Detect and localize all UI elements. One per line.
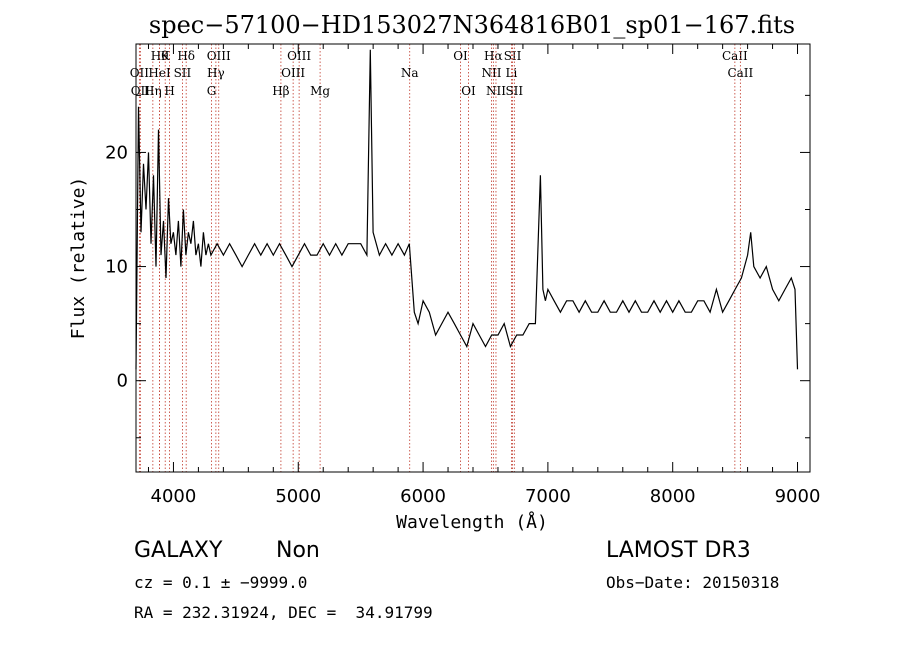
line-marker-label: Hδ xyxy=(177,49,195,63)
line-marker-label: OII xyxy=(130,66,150,80)
line-marker-label: H xyxy=(164,84,174,98)
line-marker-label: SII xyxy=(505,84,523,98)
obs-date-text: Obs−Date: 20150318 xyxy=(606,573,780,592)
object-class: GALAXY xyxy=(134,538,223,563)
x-tick-label: 5000 xyxy=(275,486,321,507)
x-tick-label: 7000 xyxy=(525,486,571,507)
line-marker-label: OI xyxy=(453,49,468,63)
line-marker-label: Hα xyxy=(484,49,503,63)
x-tick-label: 8000 xyxy=(650,486,696,507)
line-marker-label: OIII xyxy=(207,49,231,63)
line-marker-label: Hβ xyxy=(272,84,289,98)
line-marker-label: SII xyxy=(504,49,522,63)
chart-title: spec−57100−HD153027N364816B01_sp01−167.f… xyxy=(149,11,795,39)
x-axis-label: Wavelength (Å) xyxy=(396,511,548,533)
line-marker-label: G xyxy=(207,84,217,98)
line-marker-label: OIII xyxy=(281,66,305,80)
line-marker-label: NII xyxy=(486,84,506,98)
x-tick-label: 6000 xyxy=(400,486,446,507)
x-tick-label: 4000 xyxy=(151,486,197,507)
survey-name: LAMOST DR3 xyxy=(606,538,751,563)
line-marker-label: CaII xyxy=(727,66,753,80)
y-tick-label: 10 xyxy=(105,257,128,278)
line-marker-label: Mg xyxy=(310,84,330,98)
line-marker-label: OI xyxy=(461,84,476,98)
line-marker-label: Na xyxy=(401,66,419,80)
line-marker-label: Hη xyxy=(144,84,162,98)
line-marker-label: OIII xyxy=(287,49,311,63)
coordinates-text: RA = 232.31924, DEC = 34.91799 xyxy=(134,603,433,622)
spectrum-line xyxy=(135,49,799,370)
y-tick-label: 0 xyxy=(117,371,128,392)
line-marker-label: HeI xyxy=(148,66,171,80)
y-tick-label: 20 xyxy=(105,142,128,163)
x-tick-label: 9000 xyxy=(775,486,821,507)
axis-ticks: 4000 5000 6000 7000 8000 9000 0 10 20 xyxy=(105,44,820,507)
redshift-text: cz = 0.1 ± −9999.0 xyxy=(134,573,308,592)
object-subclass: Non xyxy=(276,538,320,563)
line-marker-label: NII xyxy=(481,66,501,80)
line-marker-label: SII xyxy=(174,66,192,80)
line-markers: OIIOIIHηHθHeIKHSIIHδGHγOIIIHβOIIIOIIIMgN… xyxy=(130,44,754,472)
y-axis-label: Flux (relative) xyxy=(68,177,89,340)
line-marker-label: Hγ xyxy=(207,66,225,80)
line-marker-label: Li xyxy=(506,66,518,80)
line-marker-label: K xyxy=(161,49,171,63)
line-marker-label: CaII xyxy=(722,49,748,63)
